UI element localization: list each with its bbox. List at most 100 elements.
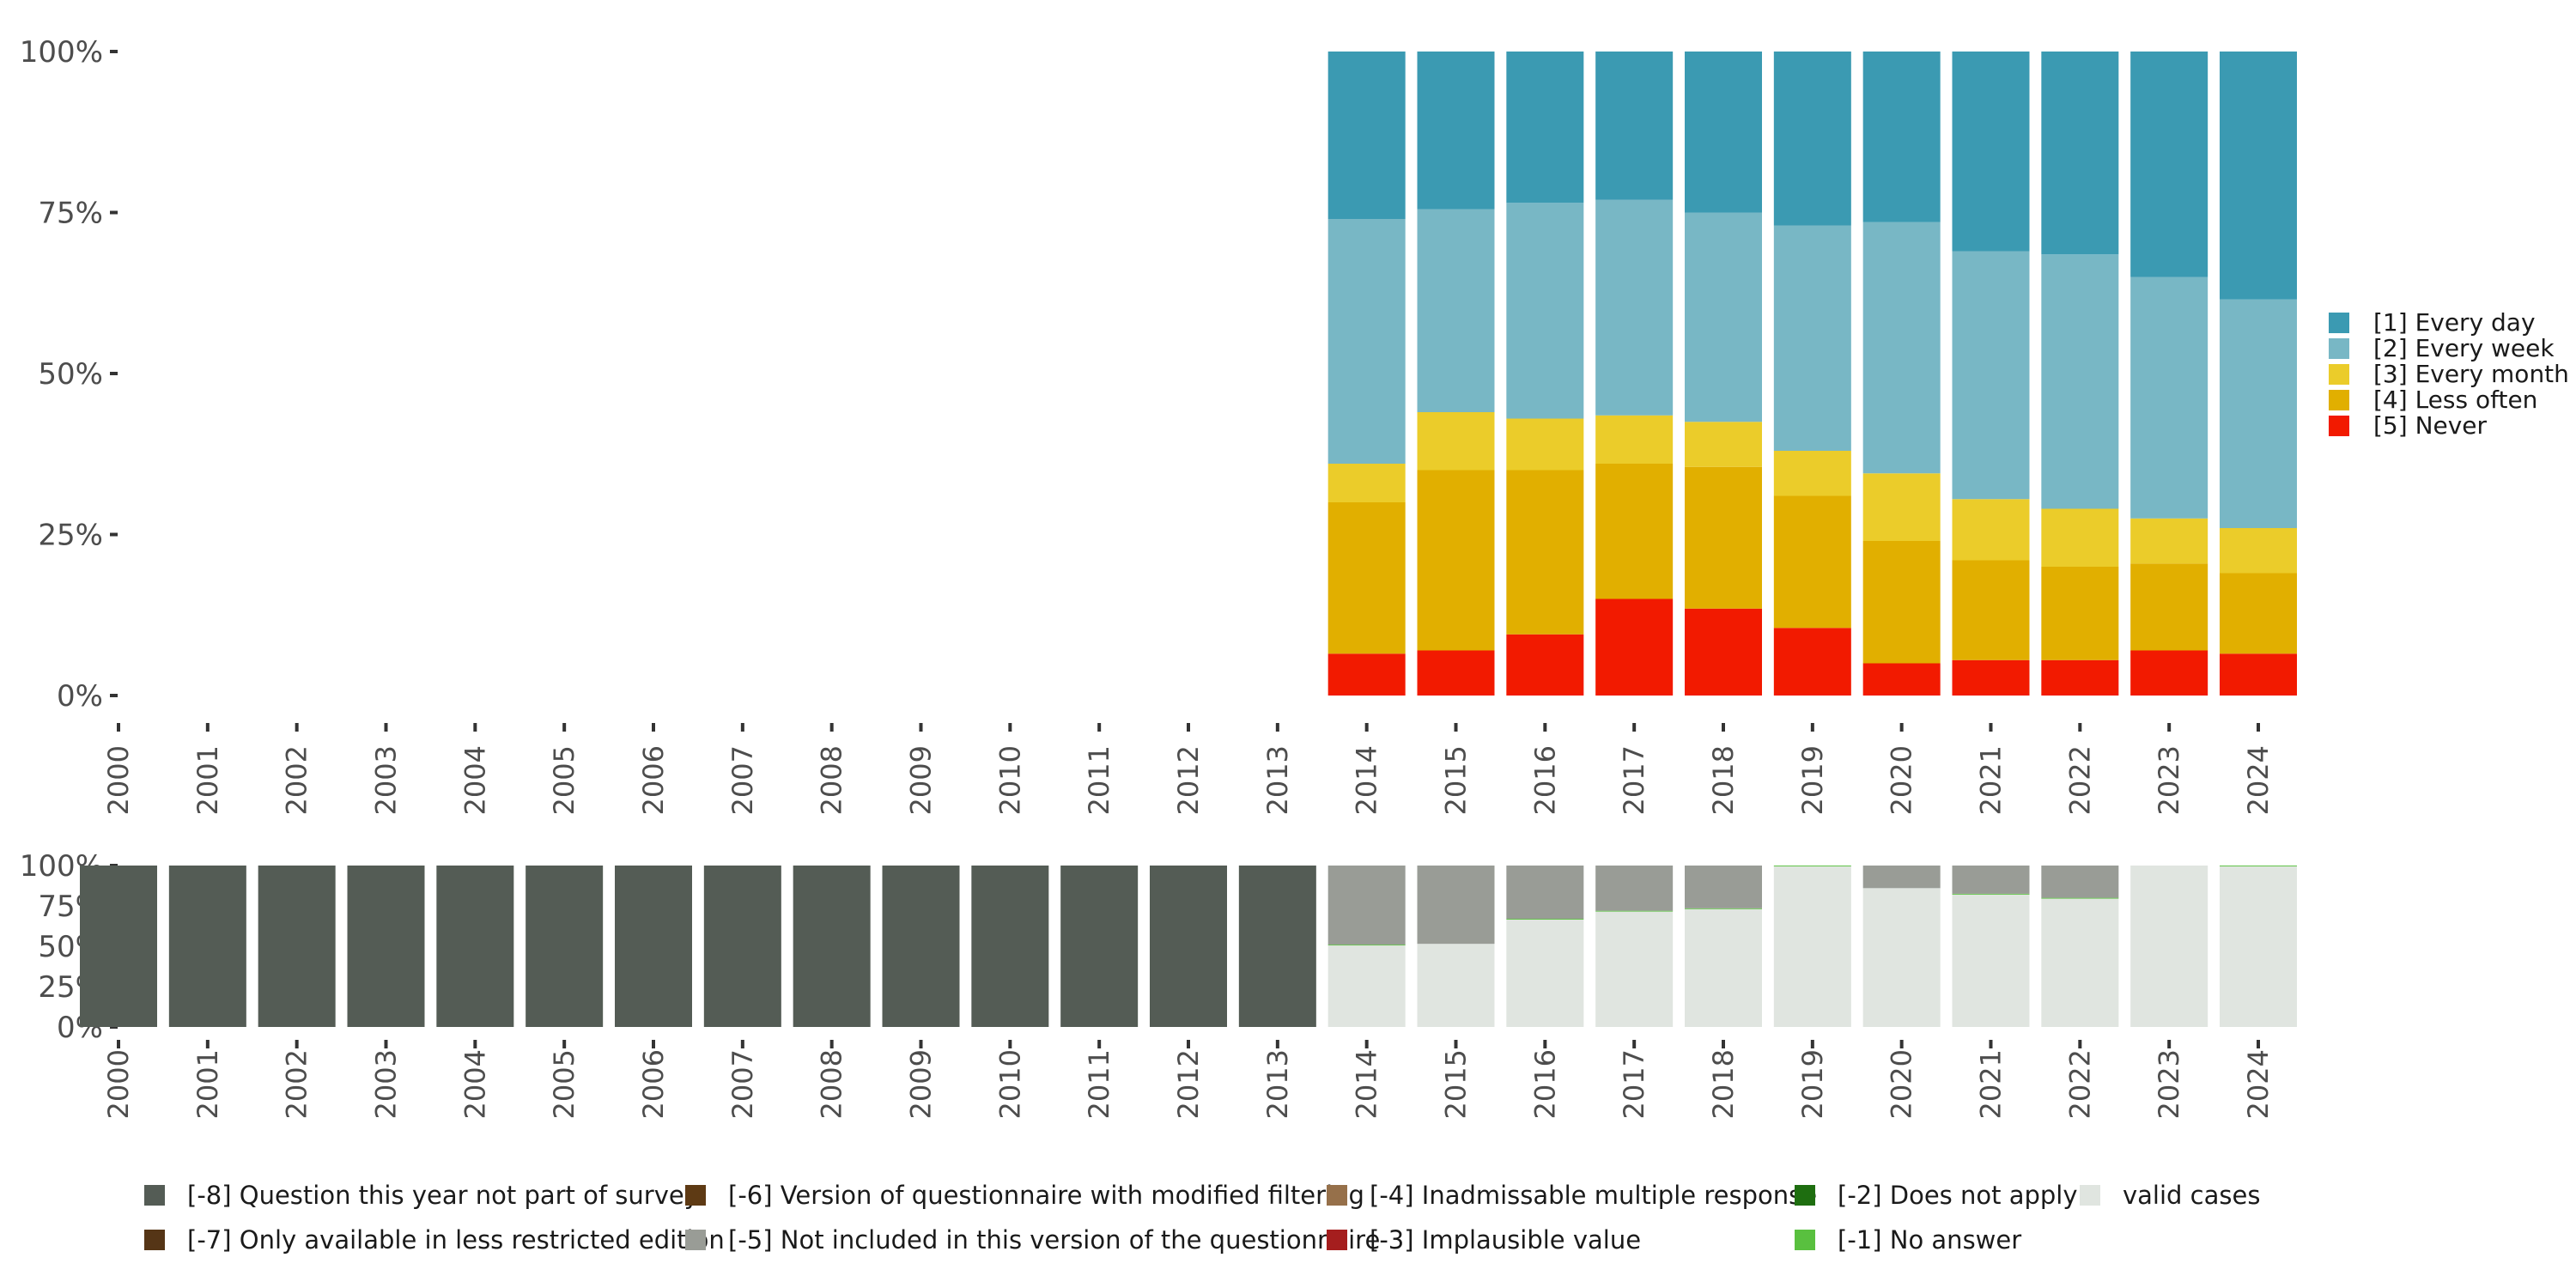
- top-bar-3-every-month-2014: [1327, 464, 1406, 502]
- top-bar-2-every-week-2023: [2130, 276, 2208, 519]
- top-bar-3-every-month-2020: [1862, 473, 1941, 541]
- top-x-tick-label: 2003: [370, 745, 403, 815]
- bottom-bar-valid-cases-2015: [1417, 944, 1495, 1027]
- bottom-bar-valid-cases-2023: [2130, 866, 2208, 1027]
- bottom-bar-8-question-this-year-not-part-of-survey-2002: [258, 866, 336, 1027]
- top-y-tick-label: 25%: [38, 519, 103, 553]
- top-bar-2-every-week-2018: [1685, 212, 1762, 422]
- bottom-bar-5-not-included-in-this-version-of-the-questionnaire-2020: [1862, 866, 1941, 889]
- bottom-x-tick-label: 2006: [637, 1049, 670, 1119]
- top-x-tick-label: 2021: [1975, 745, 2008, 815]
- missing-values-chart: 0%25%50%75%100%2000 2001 2002 2003 2004 2005 2…: [20, 849, 2297, 1119]
- top-bar-2-every-week-2016: [1506, 203, 1584, 419]
- top-bar-2-every-week-2015: [1417, 209, 1495, 412]
- bottom-legend-swatch-1-no-answer: [1795, 1230, 1815, 1250]
- bottom-x-tick-label: 2003: [370, 1049, 403, 1119]
- top-bar-4-less-often-2016: [1506, 470, 1584, 635]
- top-bar-5-never-2017: [1595, 598, 1674, 696]
- top-bar-4-less-often-2017: [1595, 464, 1674, 599]
- top-x-tick-label: 2024: [2242, 745, 2275, 815]
- top-bar-3-every-month-2019: [1773, 451, 1851, 496]
- top-y-tick-label: 100%: [20, 35, 103, 70]
- top-x-tick-label: 2009: [905, 745, 938, 815]
- bottom-x-tick-label: 2001: [191, 1049, 224, 1119]
- bottom-bar-8-question-this-year-not-part-of-survey-2004: [436, 866, 514, 1027]
- top-x-tick-label: 2020: [1886, 745, 1918, 815]
- bottom-bar-5-not-included-in-this-version-of-the-questionnaire-2016: [1506, 866, 1584, 920]
- bottom-x-tick-label: 2016: [1528, 1049, 1561, 1119]
- bottom-bar-8-question-this-year-not-part-of-survey-2011: [1060, 866, 1139, 1027]
- top-bar-5-never-2014: [1327, 653, 1406, 696]
- top-y-tick-label: 75%: [38, 197, 103, 231]
- top-legend-label: [3] Every month: [2373, 360, 2569, 388]
- bottom-legend-label: [-7] Only available in less restricted e…: [187, 1225, 725, 1255]
- top-bar-3-every-month-2015: [1417, 412, 1495, 471]
- top-legend-swatch-3-every-month: [2329, 364, 2349, 385]
- bottom-x-tick-label: 2022: [2063, 1049, 2096, 1119]
- top-x-tick-label: 2019: [1796, 745, 1829, 815]
- bottom-x-tick-label: 2008: [816, 1049, 848, 1119]
- top-bar-3-every-month-2017: [1595, 415, 1674, 464]
- bottom-bar-8-question-this-year-not-part-of-survey-2003: [347, 866, 425, 1027]
- top-x-tick-label: 2015: [1440, 745, 1473, 815]
- bottom-bar-valid-cases-2019: [1773, 866, 1851, 1027]
- bottom-legend-label: [-5] Not included in this version of the…: [728, 1225, 1380, 1255]
- top-x-tick-label: 2010: [993, 745, 1026, 815]
- top-bar-2-every-week-2021: [1952, 251, 2030, 500]
- top-x-tick-label: 2018: [1707, 745, 1740, 815]
- top-bar-1-every-day-2014: [1327, 52, 1406, 219]
- bottom-legend-swatch-3-implausible-value: [1327, 1230, 1347, 1250]
- top-bar-2-every-week-2022: [2041, 254, 2119, 509]
- top-x-tick-label: 2014: [1351, 745, 1383, 815]
- bottom-bar-8-question-this-year-not-part-of-survey-2005: [526, 866, 604, 1027]
- bottom-bar-8-question-this-year-not-part-of-survey-2001: [168, 866, 246, 1027]
- bottom-x-tick-label: 2012: [1172, 1049, 1205, 1119]
- bottom-bar-8-question-this-year-not-part-of-survey-2000: [80, 866, 157, 1027]
- bottom-bar-valid-cases-2024: [2220, 866, 2297, 1027]
- top-bar-1-every-day-2018: [1685, 52, 1762, 213]
- bottom-bar-8-question-this-year-not-part-of-survey-2008: [793, 866, 871, 1027]
- bottom-x-tick-label: 2014: [1351, 1049, 1383, 1119]
- top-y-tick-label: 0%: [57, 679, 103, 714]
- top-legend-label: [1] Every day: [2373, 308, 2536, 337]
- top-bar-2-every-week-2017: [1595, 199, 1674, 416]
- bottom-bar-5-not-included-in-this-version-of-the-questionnaire-2021: [1952, 866, 2030, 894]
- bottom-x-tick-label: 2013: [1261, 1049, 1294, 1119]
- bottom-legend-swatch-2-does-not-apply: [1795, 1185, 1815, 1206]
- top-x-tick-label: 2002: [281, 745, 313, 815]
- bottom-bar-1-no-answer-2018: [1685, 908, 1762, 909]
- top-x-tick-label: 2000: [102, 745, 135, 815]
- top-bar-1-every-day-2020: [1862, 52, 1941, 222]
- bottom-legend-label: valid cases: [2123, 1181, 2260, 1210]
- top-bar-5-never-2024: [2220, 653, 2297, 696]
- top-x-tick-label: 2016: [1528, 745, 1561, 815]
- bottom-bar-5-not-included-in-this-version-of-the-questionnaire-2015: [1417, 866, 1495, 945]
- bottom-x-tick-label: 2002: [281, 1049, 313, 1119]
- top-bar-1-every-day-2016: [1506, 52, 1584, 204]
- bottom-x-tick-label: 2023: [2153, 1049, 2185, 1119]
- top-bar-3-every-month-2021: [1952, 499, 2030, 561]
- bottom-legend-label: [-2] Does not apply: [1838, 1181, 2078, 1210]
- bottom-x-tick-label: 2015: [1440, 1049, 1473, 1119]
- top-bar-1-every-day-2017: [1595, 52, 1674, 200]
- bottom-bar-valid-cases-2016: [1506, 919, 1584, 1027]
- bottom-bar-8-question-this-year-not-part-of-survey-2006: [615, 866, 692, 1027]
- top-bar-5-never-2022: [2041, 659, 2119, 696]
- bottom-x-tick-label: 2007: [726, 1049, 759, 1119]
- bottom-bar-1-no-answer-2022: [2041, 897, 2119, 899]
- bottom-bar-8-question-this-year-not-part-of-survey-2010: [971, 866, 1049, 1027]
- top-x-tick-label: 2001: [191, 745, 224, 815]
- bottom-legend-label: [-3] Implausible value: [1370, 1225, 1641, 1255]
- response-legend: [1] Every day[2] Every week[3] Every mon…: [2329, 308, 2569, 440]
- bottom-bar-5-not-included-in-this-version-of-the-questionnaire-2018: [1685, 866, 1762, 908]
- bottom-bar-1-no-answer-2021: [1952, 893, 2030, 895]
- top-bar-3-every-month-2024: [2220, 528, 2297, 574]
- bottom-bar-5-not-included-in-this-version-of-the-questionnaire-2014: [1327, 866, 1406, 945]
- bottom-bar-valid-cases-2021: [1952, 894, 2030, 1027]
- top-legend-label: [4] Less often: [2373, 386, 2537, 414]
- bottom-x-tick-label: 2021: [1975, 1049, 2008, 1119]
- bottom-bar-1-no-answer-2016: [1506, 919, 1584, 920]
- bottom-legend-swatch-valid-cases: [2080, 1185, 2100, 1206]
- bottom-legend-label: [-6] Version of questionnaire with modif…: [728, 1181, 1364, 1210]
- bottom-legend-swatch-7-only-available-in-less-restricted-edition: [144, 1230, 165, 1250]
